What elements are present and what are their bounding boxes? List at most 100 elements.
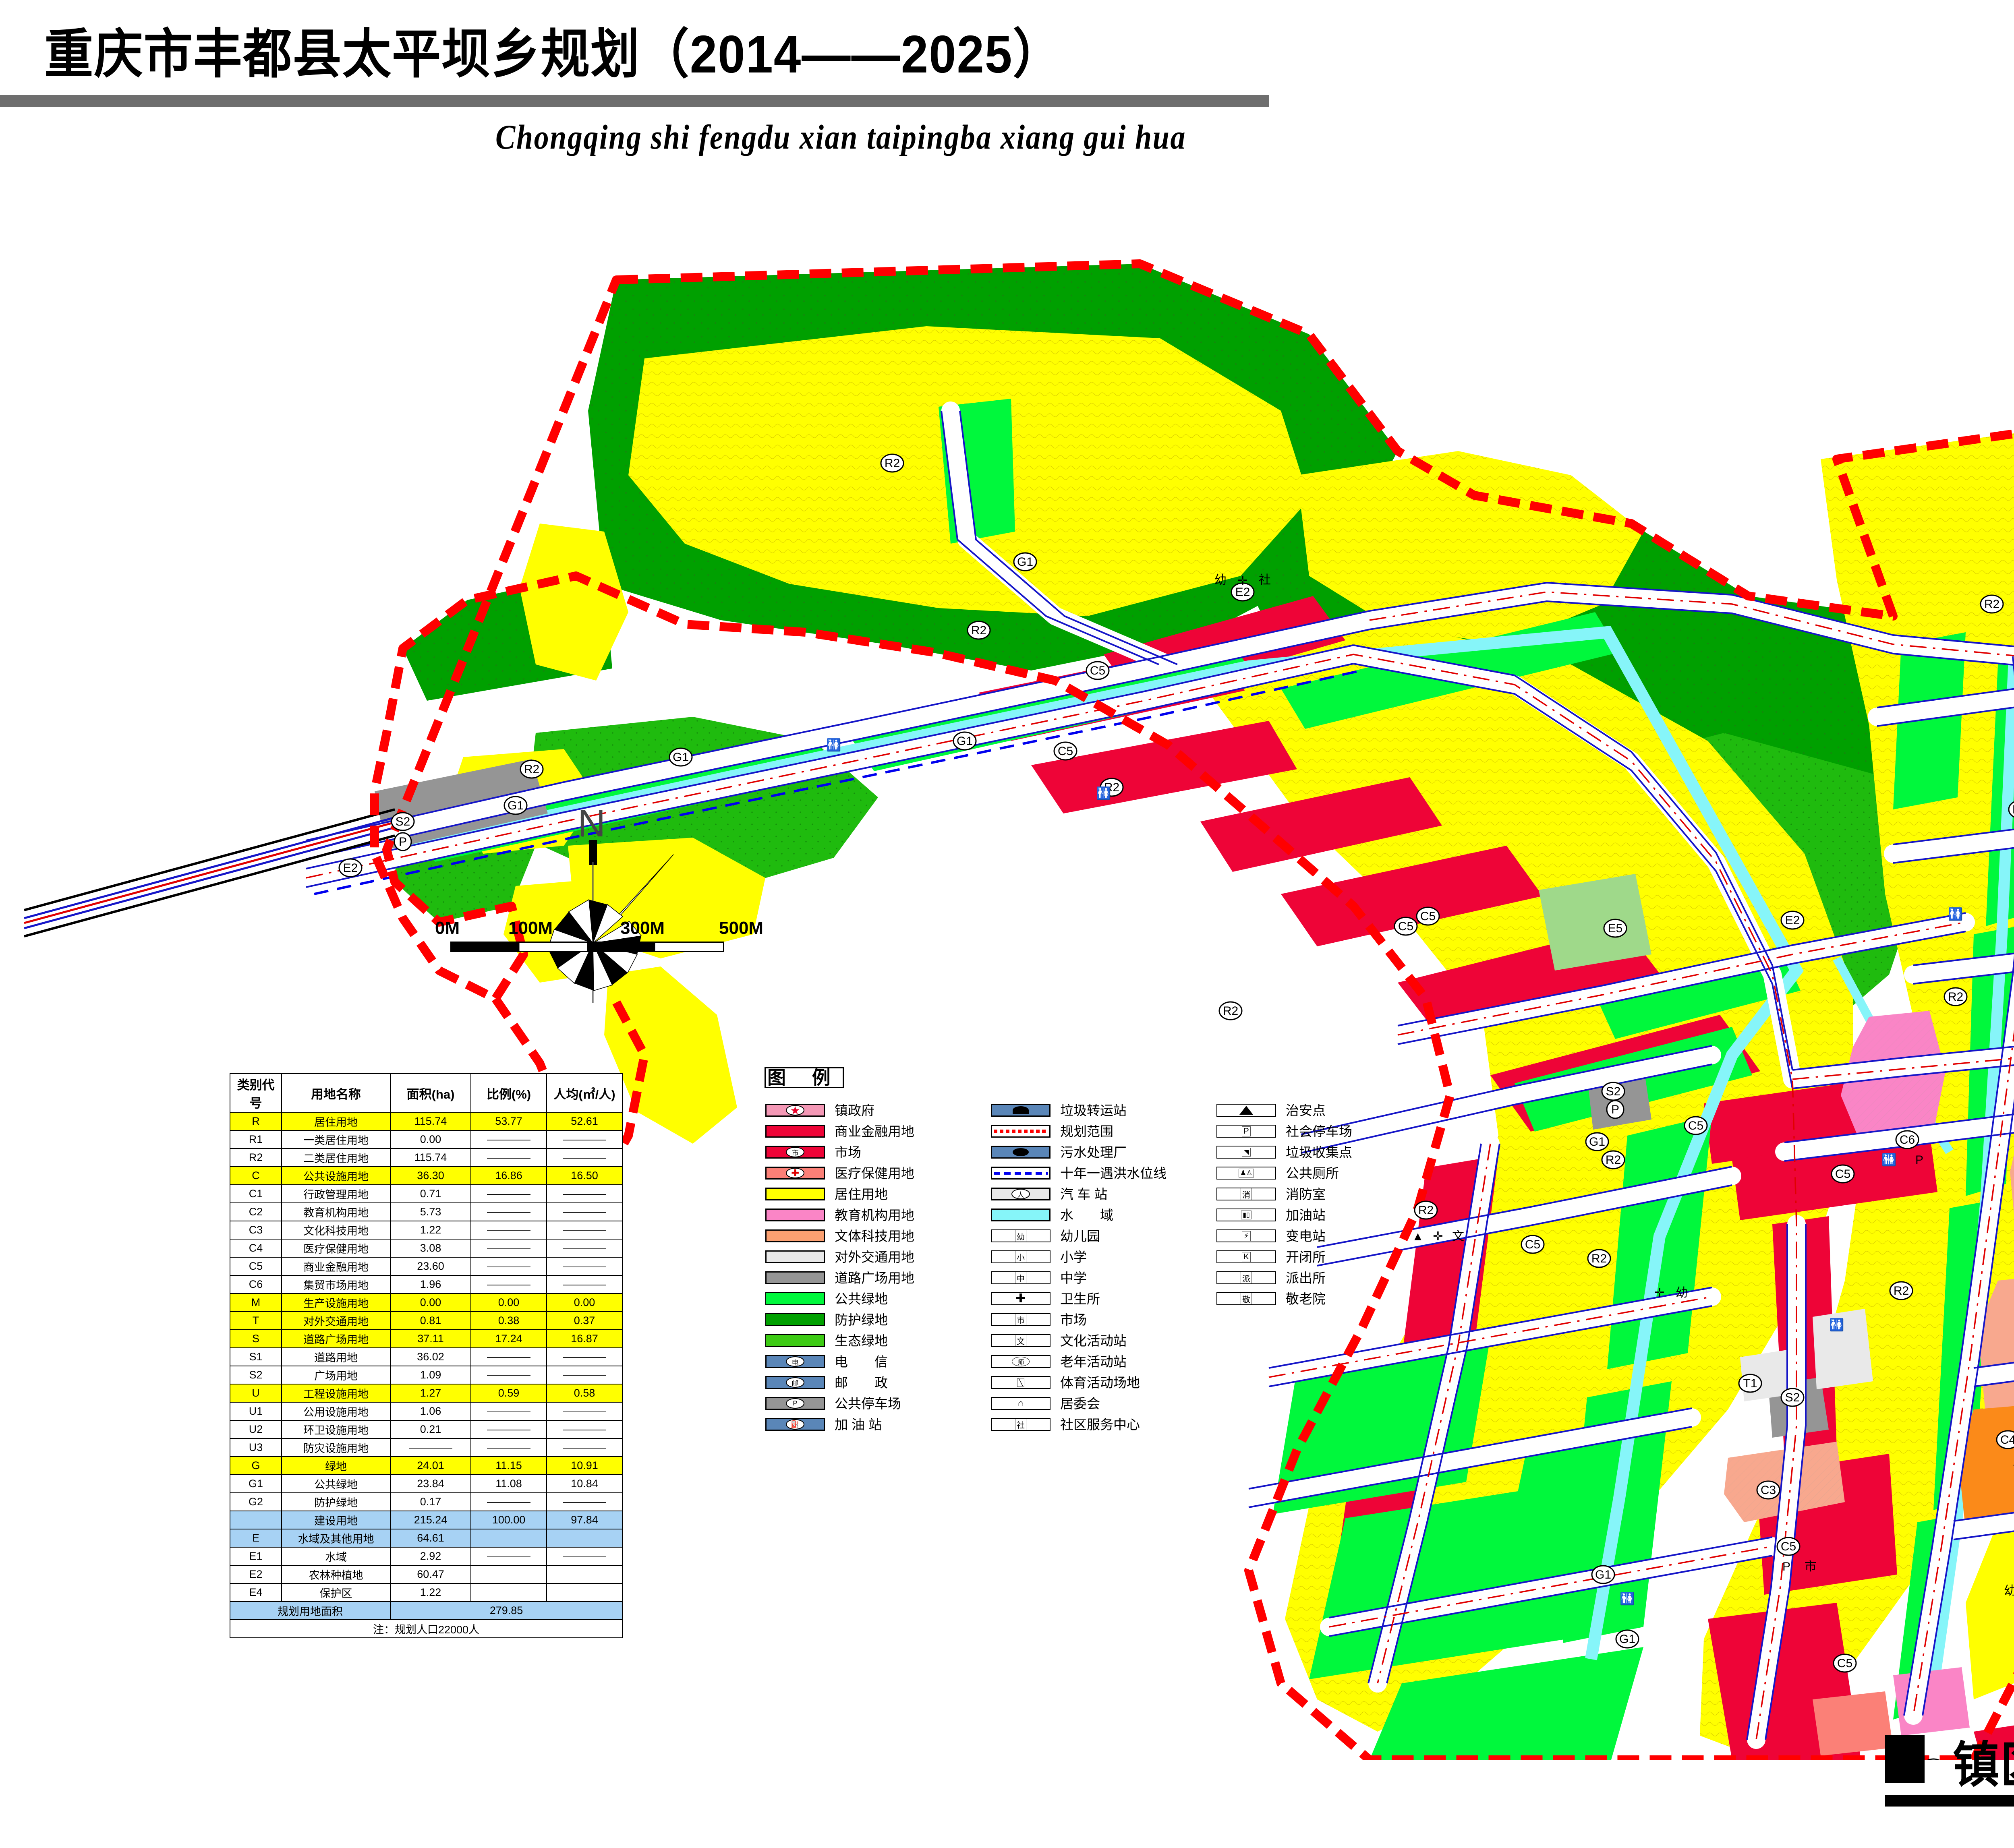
- legend-item[interactable]: 市 市场: [991, 1312, 1216, 1331]
- cell-name: 一类居住用地: [281, 1130, 391, 1149]
- legend-item[interactable]: 生态绿地: [765, 1333, 991, 1351]
- elderly-station-icon: 师: [1012, 1357, 1030, 1366]
- cell-code: C4: [230, 1239, 282, 1258]
- legend-item[interactable]: 电电 信: [765, 1354, 991, 1372]
- legend-item[interactable]: 水 域: [991, 1207, 1216, 1226]
- legend-item[interactable]: 防护绿地: [765, 1312, 991, 1331]
- legend-item[interactable]: ╲ 体育活动场地: [991, 1375, 1216, 1393]
- cell-code: U3: [230, 1438, 282, 1457]
- legend-swatch: [991, 1209, 1051, 1221]
- cell-code: R: [230, 1112, 282, 1131]
- legend-item[interactable]: 规划范围: [991, 1124, 1216, 1142]
- zone-code-label: C5: [1688, 1119, 1703, 1132]
- legend-item-label: 卫生所: [1060, 1291, 1100, 1306]
- cell-code: C3: [230, 1221, 282, 1240]
- legend-item[interactable]: ♟♙ 公共厕所: [1216, 1165, 1434, 1184]
- zone-code-badge: [1218, 1001, 1243, 1020]
- legend-item[interactable]: K 开闭所: [1216, 1249, 1434, 1268]
- legend-item[interactable]: 市 市场: [765, 1144, 991, 1163]
- legend-item[interactable]: ⚡ 变电站: [1216, 1228, 1434, 1247]
- zone-code-badge: [1738, 1374, 1762, 1393]
- cell-area: 1.09: [390, 1366, 471, 1384]
- legend-swatch: 小: [991, 1250, 1051, 1263]
- legend-item[interactable]: 邮邮 政: [765, 1375, 991, 1393]
- legend-item-label: 敬老院: [1286, 1291, 1326, 1306]
- legend-item[interactable]: 敬 敬老院: [1216, 1291, 1434, 1310]
- zone-code-label: R2: [971, 624, 986, 637]
- legend-item[interactable]: 垃圾转运站: [991, 1103, 1216, 1121]
- cell-ratio: 0.00: [470, 1293, 547, 1312]
- cell-name: 建设用地: [281, 1511, 391, 1529]
- land-use-map[interactable]: R2 E2 S2 P G1 G1 R2 G1 E2 R2 C5 C5 G1 R2 C5 C5 E5 E2 S2 P R2…: [0, 169, 2014, 1760]
- compass-svg: [540, 840, 674, 1003]
- legend-item[interactable]: ▮▯ 加油站: [1216, 1207, 1434, 1226]
- clinic-cross-icon: ✚: [1015, 1292, 1026, 1305]
- middle-school-icon: 中: [1015, 1272, 1026, 1283]
- legend-item-label: 对外交通用地: [835, 1250, 914, 1264]
- legend-item[interactable]: 道路广场用地: [765, 1270, 991, 1289]
- legend-item[interactable]: 教育机构用地: [765, 1207, 991, 1226]
- zone-code-badge: [1585, 1132, 1609, 1151]
- legend-item[interactable]: 中 中学: [991, 1270, 1216, 1289]
- legend-item[interactable]: 文体科技用地: [765, 1228, 991, 1247]
- legend-item[interactable]: 师 老年活动站: [991, 1354, 1216, 1372]
- zone-code-label: C5: [1781, 1540, 1796, 1553]
- legend-column-3: 治安点 P 社会停车场 ◥ 垃圾收集点 ♟♙ 公共厕所消消防室 ▮▯ 加油站 ⚡ 变电站 K 开闭所派派…: [1216, 1103, 1434, 1312]
- legend-item-label: 教育机构用地: [835, 1208, 914, 1223]
- zone-code-label: G1: [1595, 1568, 1611, 1581]
- cell-name: 水域: [281, 1547, 391, 1566]
- table-row: R2 二类居住用地 115.74 ———— ————: [230, 1148, 623, 1167]
- legend-item[interactable]: P 公共停车场: [765, 1396, 991, 1414]
- legend-item-label: 加油站: [1286, 1208, 1326, 1223]
- svg-text:社: 社: [1259, 573, 1271, 587]
- legend-item[interactable]: ✚ 医疗保健用地: [765, 1165, 991, 1184]
- cell-area: ————: [390, 1438, 471, 1457]
- cell-name: 二类居住用地: [281, 1148, 391, 1167]
- legend-item[interactable]: 商业金融用地: [765, 1124, 991, 1142]
- legend-item[interactable]: ★ 镇政府: [765, 1103, 991, 1121]
- legend-swatch: 师: [991, 1355, 1051, 1368]
- zone-code-badge: [1231, 582, 1255, 602]
- table-header-row: 类别代号 用地名称 面积(ha) 比例(%) 人均(㎡/人): [230, 1073, 623, 1113]
- legend-item[interactable]: 派 派出所: [1216, 1270, 1434, 1289]
- zone-code-badge: [1833, 1653, 1857, 1673]
- legend-item[interactable]: 对外交通用地: [765, 1249, 991, 1268]
- cell-name: 水域及其他用地: [281, 1529, 391, 1548]
- legend-swatch: 市: [991, 1313, 1051, 1326]
- legend-item[interactable]: 文 文化活动站: [991, 1333, 1216, 1351]
- legend-item[interactable]: 公共绿地: [765, 1291, 991, 1310]
- svg-text:🚻: 🚻: [826, 738, 841, 752]
- cell-code: C1: [230, 1184, 282, 1203]
- cell-percap: 16.87: [546, 1329, 623, 1348]
- zone-code-label: R2: [1606, 1153, 1621, 1167]
- legend-item[interactable]: 居住用地: [765, 1186, 991, 1205]
- table-row: C4 医疗保健用地 3.08 ———— ————: [230, 1239, 623, 1258]
- zone-code-badge: [1615, 1629, 1639, 1649]
- legend-swatch: [765, 1125, 825, 1138]
- legend-item[interactable]: ✚ 卫生所: [991, 1291, 1216, 1310]
- legend-item[interactable]: 消 消防室: [1216, 1186, 1434, 1205]
- cell-percap: ————: [546, 1547, 623, 1566]
- legend-item[interactable]: 幼 幼儿园: [991, 1228, 1216, 1247]
- legend-swatch: [765, 1334, 825, 1347]
- legend-item[interactable]: P 社会停车场: [1216, 1124, 1434, 1142]
- scale-bar: [450, 942, 724, 952]
- legend-item-label: 居委会: [1060, 1396, 1100, 1411]
- zone-code-label: R2: [1984, 598, 1999, 611]
- cell-ratio: ————: [470, 1275, 547, 1294]
- cell-percap: ————: [546, 1221, 623, 1240]
- legend-item[interactable]: ⛽ 加 油 站: [765, 1417, 991, 1435]
- cell-percap: ————: [546, 1130, 623, 1149]
- zone-code-badge: [1414, 1200, 1438, 1220]
- legend-item[interactable]: ⌂ 居委会: [991, 1396, 1216, 1414]
- legend-item-label: 电 信: [835, 1354, 888, 1369]
- cell-ratio: ————: [470, 1420, 547, 1439]
- legend-item[interactable]: 治安点: [1216, 1103, 1434, 1121]
- zone-code-label: C5: [1090, 664, 1105, 677]
- legend-item[interactable]: 社 社区服务中心: [991, 1417, 1216, 1435]
- legend-item[interactable]: 人汽 车 站: [991, 1186, 1216, 1205]
- legend-item[interactable]: 污水处理厂: [991, 1144, 1216, 1163]
- legend-item[interactable]: 十年一遇洪水位线: [991, 1165, 1216, 1184]
- legend-item[interactable]: 小 小学: [991, 1249, 1216, 1268]
- legend-item[interactable]: ◥ 垃圾收集点: [1216, 1144, 1434, 1163]
